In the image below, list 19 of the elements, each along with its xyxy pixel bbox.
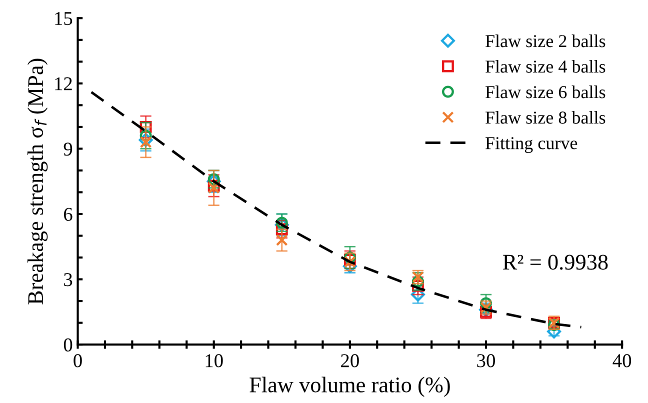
x-tick-label: 10	[206, 354, 223, 368]
annotation: R² = 0.9938	[502, 254, 608, 270]
legend-label: Flaw size 2 balls	[485, 34, 606, 48]
y-tick-label: 0	[64, 338, 72, 352]
legend-label: Fitting curve	[485, 137, 578, 153]
legend-label: Flaw size 4 balls	[485, 60, 606, 73]
legend-label: Flaw size 6 balls	[485, 86, 606, 98]
x-axis-title: Flaw volume ratio (%)	[250, 376, 450, 397]
y-tick-label: 3	[64, 273, 72, 286]
y-tick-label: 9	[64, 142, 72, 156]
y-tick-label: 6	[64, 208, 72, 221]
x-tick-label: 30	[477, 354, 495, 368]
legend-label: Flaw size 8 balls	[485, 111, 606, 124]
y-axis-title: Breakage strength σ$_{f}$ (MPa)	[27, 58, 48, 304]
x-tick-label: 20	[341, 354, 359, 368]
y-tick-label: 15	[55, 12, 72, 26]
y-tick-label: 12	[55, 77, 72, 90]
x-tick-label: 0	[74, 354, 82, 368]
x-tick-label: 40	[612, 354, 632, 368]
